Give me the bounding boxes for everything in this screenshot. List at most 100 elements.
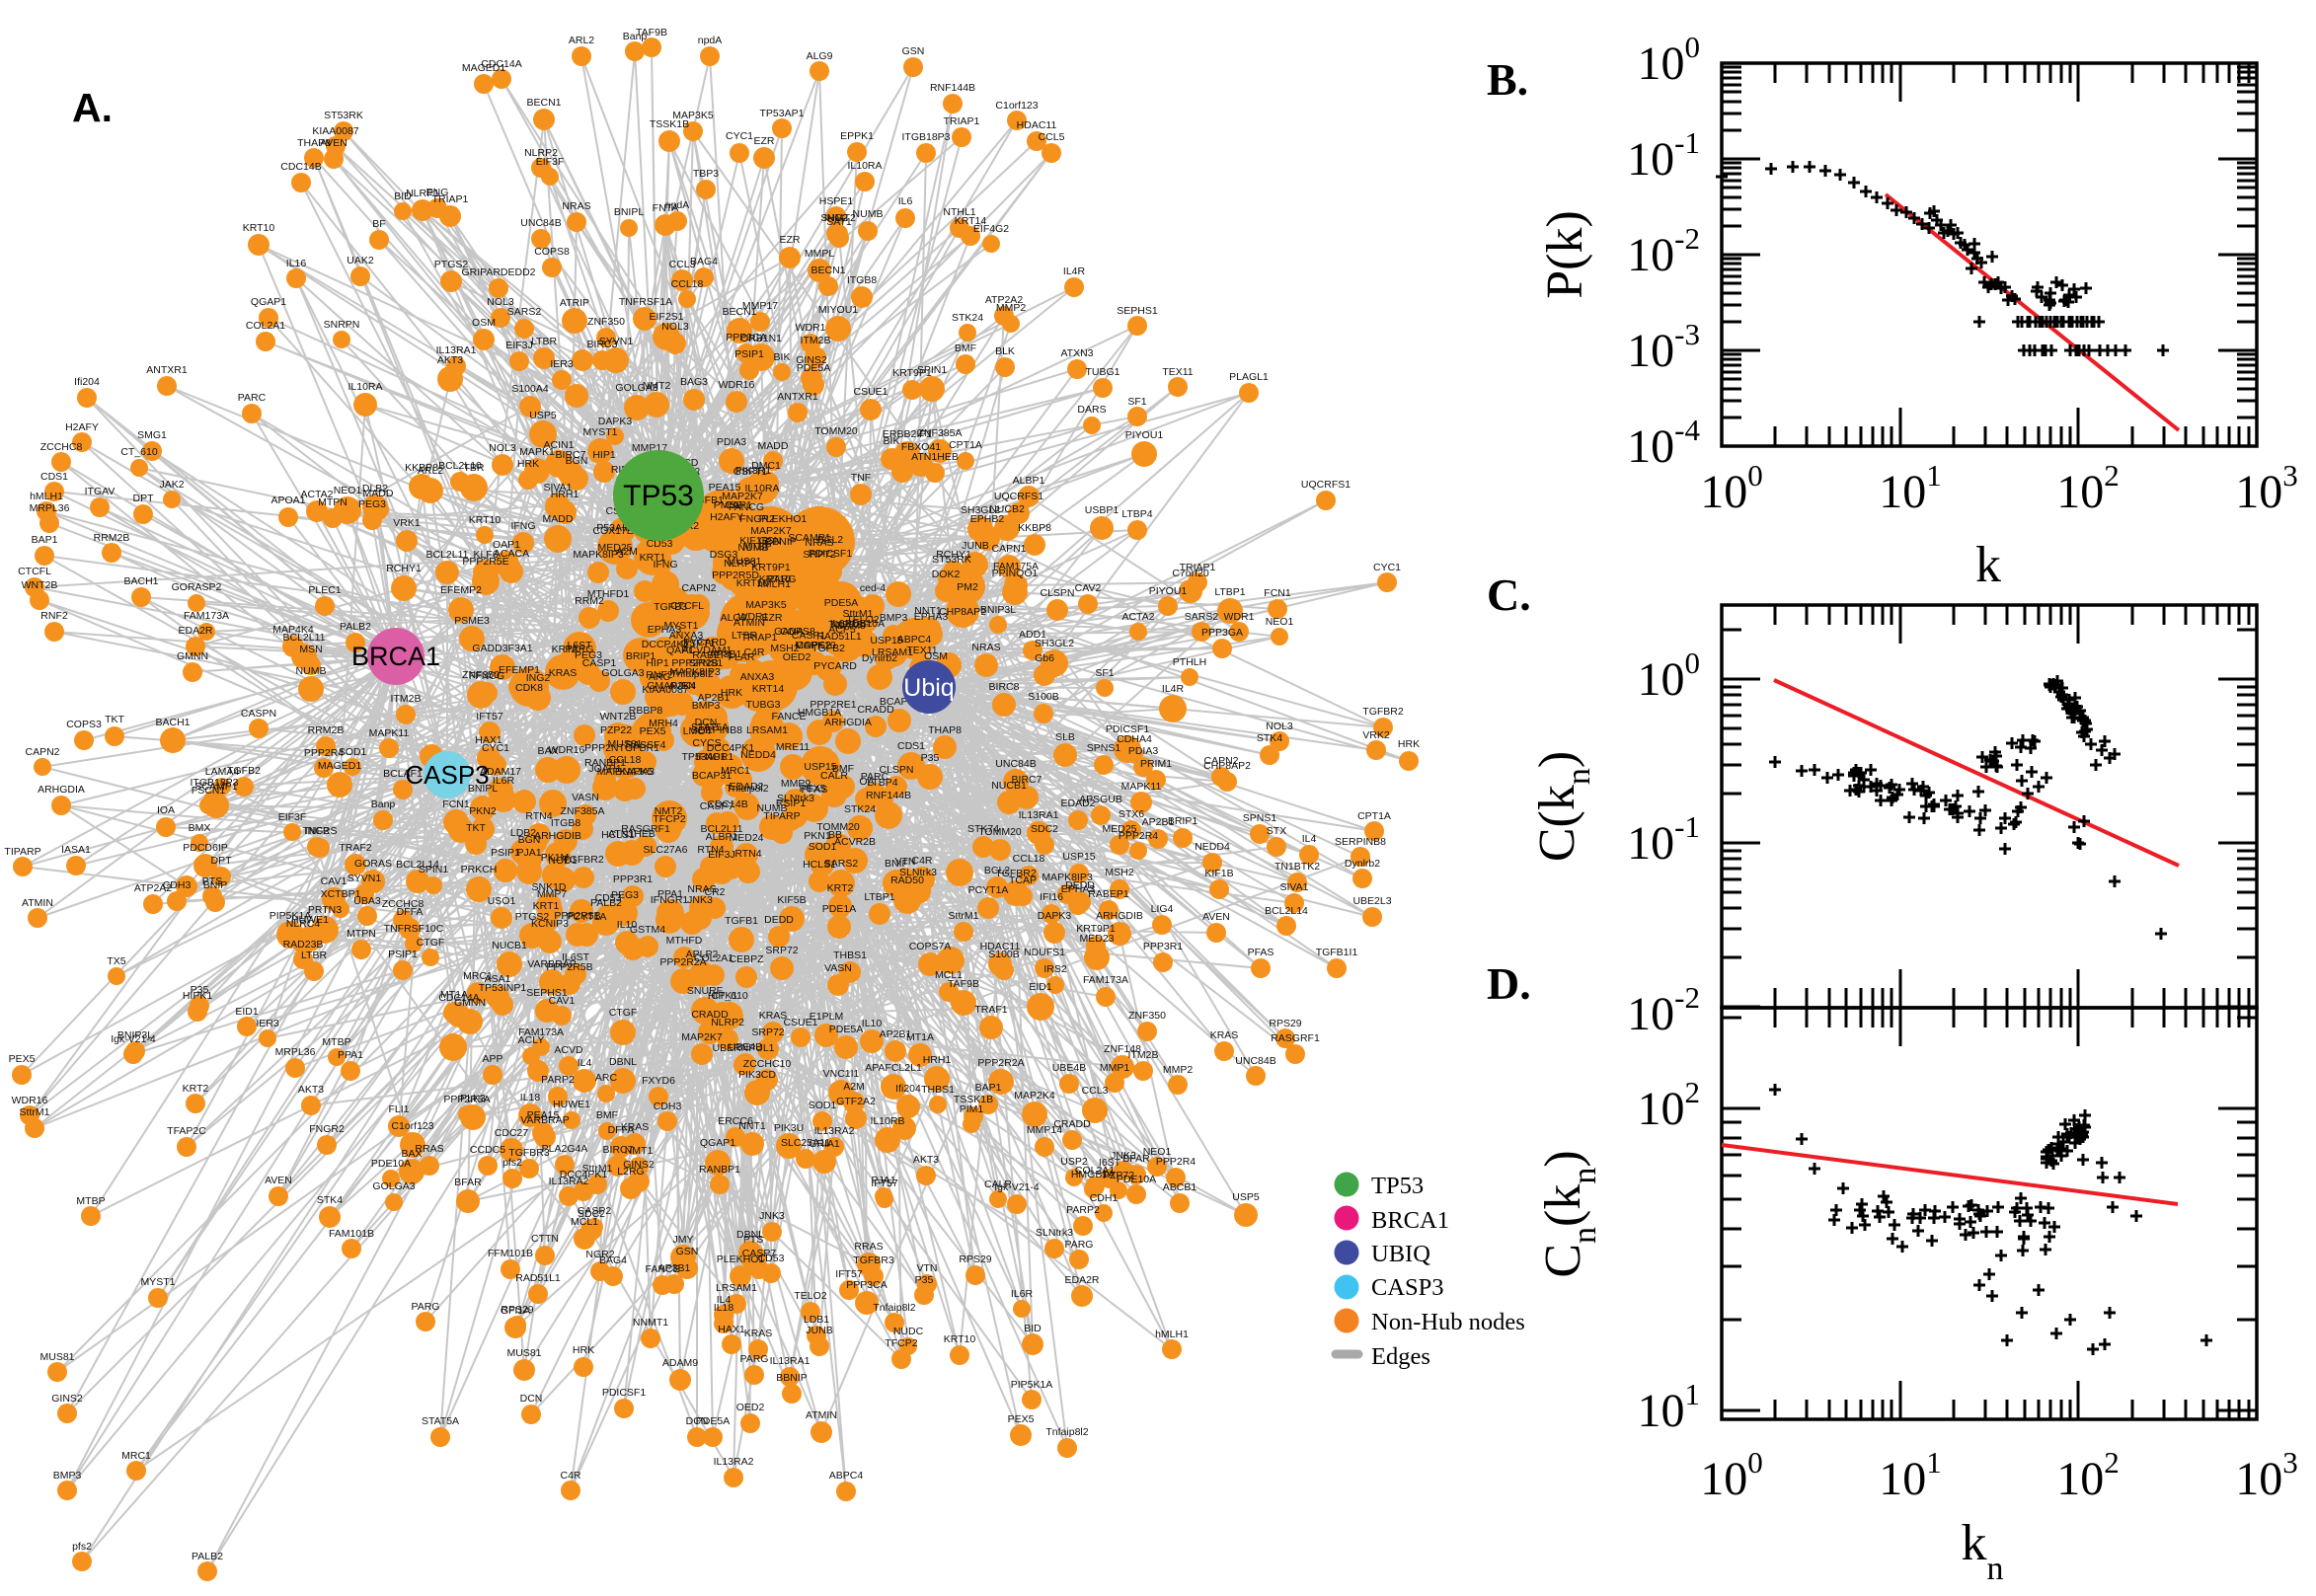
svg-text:STAT5A: STAT5A bbox=[422, 1415, 459, 1427]
svg-text:ERCC6: ERCC6 bbox=[718, 1115, 753, 1127]
svg-text:KRAS: KRAS bbox=[759, 1010, 788, 1022]
svg-text:MTPN: MTPN bbox=[347, 928, 376, 940]
svg-text:GSN: GSN bbox=[759, 535, 782, 547]
svg-text:SMG1: SMG1 bbox=[137, 429, 167, 441]
svg-text:SNK1D: SNK1D bbox=[531, 881, 566, 893]
svg-text:CAPN2: CAPN2 bbox=[681, 582, 716, 594]
svg-text:SCAMP1: SCAMP1 bbox=[194, 781, 237, 793]
svg-text:SLNtrk3: SLNtrk3 bbox=[899, 867, 937, 878]
svg-text:MAP3K5: MAP3K5 bbox=[672, 110, 714, 121]
svg-text:IL13RA2: IL13RA2 bbox=[549, 1176, 589, 1187]
svg-text:JNK3: JNK3 bbox=[759, 1210, 785, 1222]
svg-text:HAX1: HAX1 bbox=[718, 1324, 745, 1335]
svg-text:DLB2: DLB2 bbox=[362, 483, 388, 494]
svg-text:GMNN: GMNN bbox=[454, 997, 486, 1009]
svg-text:ACACA: ACACA bbox=[494, 548, 529, 560]
svg-text:NRAS: NRAS bbox=[687, 883, 716, 895]
svg-text:BAG4: BAG4 bbox=[599, 1254, 627, 1266]
svg-text:HDAC11: HDAC11 bbox=[980, 941, 1021, 952]
svg-text:PDE5A: PDE5A bbox=[824, 597, 858, 609]
svg-text:NTHL1: NTHL1 bbox=[943, 206, 975, 218]
svg-text:TELO2: TELO2 bbox=[846, 614, 879, 626]
svg-text:CCL3: CCL3 bbox=[1082, 1085, 1109, 1097]
svg-text:L2RG: L2RG bbox=[617, 1166, 644, 1178]
svg-text:DCC4PK1: DCC4PK1 bbox=[560, 1169, 608, 1180]
svg-text:BIRC7: BIRC7 bbox=[603, 1144, 634, 1156]
svg-text:IL10RA: IL10RA bbox=[744, 483, 779, 494]
svg-text:CD53: CD53 bbox=[647, 538, 673, 550]
svg-text:CASP2: CASP2 bbox=[578, 1205, 612, 1217]
svg-text:LMO4: LMO4 bbox=[683, 725, 712, 737]
svg-text:PPP2R5D: PPP2R5D bbox=[712, 570, 759, 581]
svg-text:MMP1: MMP1 bbox=[1100, 1062, 1129, 1074]
svg-text:HRH1: HRH1 bbox=[923, 1054, 952, 1066]
svg-text:PARG: PARG bbox=[1065, 1239, 1094, 1251]
svg-text:ASA1: ASA1 bbox=[485, 973, 511, 985]
svg-text:CAPN2: CAPN2 bbox=[1203, 755, 1238, 767]
svg-text:JUNB: JUNB bbox=[962, 540, 988, 552]
svg-text:PRKCH: PRKCH bbox=[461, 864, 498, 875]
svg-text:EID1: EID1 bbox=[235, 1006, 259, 1018]
svg-text:KIF5B: KIF5B bbox=[777, 894, 806, 906]
svg-text:JAK2: JAK2 bbox=[159, 479, 184, 491]
svg-text:IL10RA: IL10RA bbox=[347, 381, 382, 393]
svg-text:EIF2S1: EIF2S1 bbox=[649, 311, 683, 323]
svg-text:AP3B1: AP3B1 bbox=[658, 1262, 691, 1274]
svg-text:MMP9: MMP9 bbox=[781, 778, 811, 790]
svg-text:CCL18: CCL18 bbox=[1013, 853, 1045, 865]
svg-text:ZNF385A: ZNF385A bbox=[561, 805, 605, 817]
svg-text:NDUFS1: NDUFS1 bbox=[1024, 947, 1065, 958]
svg-text:FAM175A: FAM175A bbox=[993, 561, 1039, 572]
svg-text:SH3GL2: SH3GL2 bbox=[961, 504, 1000, 516]
svg-text:SEPHS1: SEPHS1 bbox=[526, 987, 568, 999]
svg-text:PZP72: PZP72 bbox=[1103, 1170, 1134, 1181]
svg-text:ST53RK: ST53RK bbox=[932, 554, 971, 566]
svg-text:MAPK8IP3: MAPK8IP3 bbox=[573, 549, 624, 561]
svg-text:SRP72: SRP72 bbox=[765, 945, 798, 956]
svg-text:SF1: SF1 bbox=[1127, 396, 1146, 408]
svg-text:NEO1: NEO1 bbox=[1143, 1146, 1172, 1158]
svg-text:PLAGL1: PLAGL1 bbox=[1229, 371, 1269, 383]
svg-text:pfs2: pfs2 bbox=[72, 1541, 92, 1553]
svg-text:I6ST: I6ST bbox=[1099, 1157, 1121, 1169]
svg-text:RPS29: RPS29 bbox=[1269, 1018, 1301, 1029]
svg-text:IFNG: IFNG bbox=[653, 559, 677, 570]
svg-text:FNGR2: FNGR2 bbox=[309, 1123, 345, 1135]
svg-text:USBP1: USBP1 bbox=[1085, 504, 1119, 516]
svg-text:ING2: ING2 bbox=[305, 825, 330, 837]
svg-text:IRS2: IRS2 bbox=[1043, 963, 1067, 975]
svg-text:BNIF: BNIF bbox=[885, 858, 908, 870]
svg-text:EFEMP1: EFEMP1 bbox=[499, 664, 540, 676]
svg-text:BCLAF1: BCLAF1 bbox=[383, 768, 423, 780]
svg-text:MTBP: MTBP bbox=[742, 541, 771, 553]
svg-text:PTHLH: PTHLH bbox=[1173, 656, 1206, 668]
svg-text:PDCD6IP: PDCD6IP bbox=[183, 842, 228, 854]
svg-text:MAGED1: MAGED1 bbox=[462, 62, 506, 74]
svg-text:MTHFD: MTHFD bbox=[666, 935, 703, 947]
svg-text:BBNIP: BBNIP bbox=[776, 1372, 808, 1384]
svg-text:EPHB2: EPHB2 bbox=[970, 513, 1005, 525]
svg-text:COPS2: COPS2 bbox=[796, 640, 831, 651]
svg-text:PEX5: PEX5 bbox=[640, 725, 666, 737]
svg-text:SPNS1: SPNS1 bbox=[689, 657, 724, 669]
svg-text:ALBP1: ALBP1 bbox=[706, 831, 738, 843]
svg-text:SNRPN: SNRPN bbox=[324, 319, 360, 331]
svg-text:DAPK3: DAPK3 bbox=[1038, 910, 1072, 922]
svg-text:TGFBR3: TGFBR3 bbox=[853, 1254, 894, 1266]
svg-text:FLI1: FLI1 bbox=[388, 1103, 409, 1115]
svg-text:RAD51L1: RAD51L1 bbox=[816, 631, 862, 643]
svg-text:ITGB18P3: ITGB18P3 bbox=[901, 131, 950, 143]
svg-text:SPNS1: SPNS1 bbox=[1087, 742, 1121, 754]
svg-text:IASA1: IASA1 bbox=[61, 844, 91, 856]
svg-text:STK74: STK74 bbox=[967, 823, 999, 835]
svg-text:ALG9: ALG9 bbox=[807, 50, 833, 62]
svg-text:SLB: SLB bbox=[1055, 731, 1075, 743]
svg-text:ABPC4: ABPC4 bbox=[897, 634, 932, 646]
svg-text:TP53AP1: TP53AP1 bbox=[682, 751, 727, 763]
svg-text:BMF: BMF bbox=[596, 1109, 618, 1121]
svg-text:HMGB1A: HMGB1A bbox=[798, 707, 841, 719]
svg-text:HRK: HRK bbox=[573, 1344, 594, 1356]
svg-text:npdA: npdA bbox=[698, 35, 723, 46]
svg-text:MAPK8IP3: MAPK8IP3 bbox=[669, 666, 721, 678]
svg-text:MMP17: MMP17 bbox=[742, 300, 778, 312]
